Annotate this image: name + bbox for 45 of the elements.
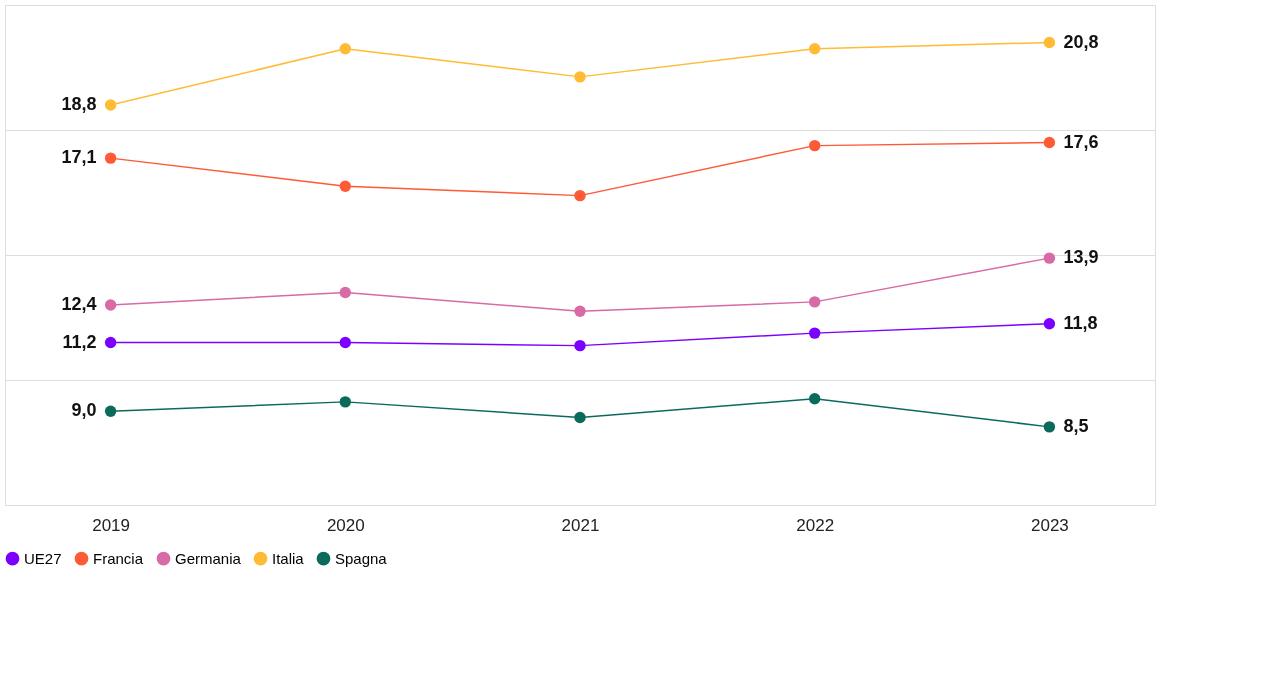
point (339, 180, 352, 192)
x-tick-label: 2022 (796, 515, 835, 535)
x-tick-label: 2019 (92, 515, 131, 535)
point (1043, 421, 1056, 433)
point (808, 139, 821, 152)
data-label: 11,2 (62, 331, 97, 352)
point (104, 299, 117, 311)
point (104, 336, 117, 349)
point (1043, 36, 1056, 49)
point (339, 286, 352, 299)
legend-label: Italia (272, 549, 305, 567)
data-label: 17,1 (61, 147, 97, 168)
legend-label: Spagna (335, 549, 388, 567)
legend-label: Francia (93, 549, 144, 567)
data-label: 11,8 (1063, 312, 1098, 333)
data-label: 20,8 (1063, 31, 1099, 52)
x-tick-label: 2021 (561, 515, 600, 535)
point (339, 336, 352, 349)
x-tick-label: 2020 (326, 515, 365, 535)
point (574, 411, 586, 424)
x-tick-label: 2023 (1030, 515, 1069, 535)
data-label: 8,5 (1063, 415, 1089, 436)
point (574, 189, 586, 202)
point (1043, 318, 1056, 330)
legend-label: Germania (175, 549, 242, 567)
point (808, 296, 821, 308)
point (339, 396, 352, 408)
data-label: 13,9 (1063, 247, 1099, 268)
point (574, 71, 586, 83)
legend-label: UE27 (24, 549, 62, 567)
point (808, 393, 821, 405)
point (1043, 136, 1056, 149)
point (339, 43, 352, 55)
data-label: 12,4 (61, 294, 97, 314)
point (574, 339, 586, 352)
point (104, 152, 117, 164)
point (104, 405, 117, 417)
point (808, 327, 821, 339)
point (1043, 252, 1056, 264)
data-label: 9,0 (71, 400, 97, 421)
point (574, 305, 586, 317)
data-label: 17,6 (1063, 131, 1099, 152)
data-label: 18,8 (61, 94, 97, 114)
point (104, 99, 117, 111)
point (808, 43, 821, 55)
